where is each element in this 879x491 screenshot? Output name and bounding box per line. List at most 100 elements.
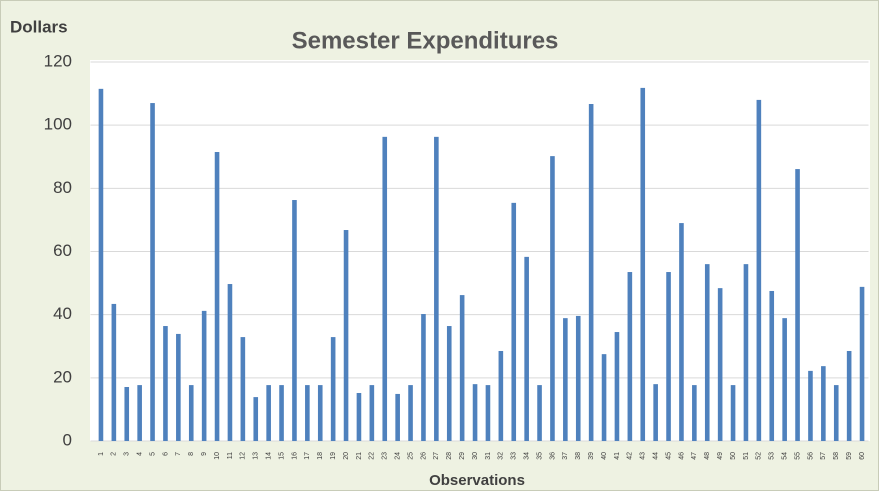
x-tick-label: 51: [743, 452, 750, 460]
bar: [653, 384, 658, 441]
x-tick-label: 6: [162, 452, 169, 456]
x-tick-label: 39: [588, 452, 595, 460]
x-tick-label: 20: [343, 452, 350, 460]
x-tick-label: 7: [175, 452, 182, 456]
bar: [395, 393, 400, 441]
bar: [98, 88, 104, 442]
bar: [537, 385, 542, 441]
bar: [743, 264, 749, 441]
x-tick-label: 42: [627, 452, 634, 460]
bar: [808, 370, 813, 441]
x-tick-label: 26: [420, 452, 427, 460]
bar: [640, 87, 646, 442]
bar: [150, 103, 155, 441]
x-tick-label: 37: [562, 452, 569, 460]
bar: [188, 385, 194, 441]
x-tick-label: 48: [704, 452, 711, 460]
x-tick-label: 54: [781, 452, 788, 460]
bar: [498, 350, 504, 441]
x-tick-label: 23: [382, 452, 389, 460]
x-tick-label: 36: [549, 452, 556, 460]
bar: [846, 350, 852, 441]
x-tick-label: 16: [291, 452, 298, 460]
bar: [782, 318, 787, 441]
x-tick-label: 19: [330, 452, 337, 460]
y-tick-label: 80: [53, 178, 72, 197]
y-tick-label: 20: [53, 367, 72, 386]
bar: [421, 314, 426, 441]
x-tick-label: 33: [511, 452, 518, 460]
x-tick-label: 49: [717, 452, 724, 460]
bar: [111, 303, 117, 441]
bar: [408, 385, 413, 441]
x-tick-label: 1: [98, 452, 105, 456]
bar: [356, 392, 362, 441]
bar: [459, 295, 465, 441]
x-tick-label: 43: [640, 452, 647, 460]
y-tick-label: 40: [53, 304, 72, 323]
bar: [627, 272, 633, 441]
bar: [292, 200, 297, 441]
bar: [137, 385, 142, 441]
bar: [859, 286, 865, 441]
bar: [550, 156, 555, 441]
bar: [511, 202, 517, 441]
x-tick-label: 31: [485, 452, 492, 460]
bar: [679, 223, 684, 441]
bar: [176, 333, 181, 441]
x-tick-label: 24: [394, 452, 401, 460]
bar: [343, 230, 349, 441]
x-tick-label: 40: [601, 452, 608, 460]
x-tick-label: 5: [149, 452, 156, 456]
bar: [601, 354, 607, 441]
bar: [163, 326, 168, 441]
bar: [317, 385, 323, 441]
bar: [472, 384, 478, 441]
x-tick-label: 34: [523, 452, 530, 460]
bar: [124, 386, 130, 441]
x-tick-label: 15: [278, 452, 285, 460]
x-axis-label: Observations: [429, 472, 525, 489]
bar: [563, 318, 568, 441]
x-tick-label: 32: [498, 452, 505, 460]
bar: [240, 337, 246, 441]
bar: [446, 326, 452, 441]
x-tick-label: 30: [472, 452, 479, 460]
x-tick-label: 50: [730, 452, 737, 460]
x-tick-label: 57: [820, 452, 827, 460]
x-tick-label: 59: [846, 452, 853, 460]
bar: [279, 385, 284, 441]
bar: [575, 315, 581, 441]
bar: [795, 169, 800, 441]
x-tick-label: 2: [111, 452, 118, 456]
x-tick-label: 8: [188, 452, 195, 456]
x-tick-label: 17: [304, 452, 311, 460]
x-tick-label: 14: [265, 452, 272, 460]
x-tick-label: 10: [214, 452, 221, 460]
x-tick-label: 4: [136, 452, 143, 456]
x-tick-label: 11: [227, 452, 234, 459]
bar: [382, 136, 388, 442]
bar: [524, 256, 529, 441]
x-tick-label: 38: [575, 452, 582, 460]
bar: [588, 104, 594, 442]
y-tick-label: 60: [53, 241, 72, 260]
bar: [201, 310, 207, 441]
x-tick-label: 44: [652, 452, 659, 460]
bar: [485, 385, 491, 441]
x-tick-label: 45: [665, 452, 672, 460]
x-tick-label: 58: [833, 452, 840, 460]
plot-area: [90, 60, 870, 441]
x-tick-label: 13: [253, 452, 260, 460]
chart-title: Semester Expenditures: [292, 27, 559, 54]
y-tick-label: 100: [44, 115, 72, 134]
bar: [821, 366, 826, 441]
bar: [769, 290, 775, 441]
x-tick-label: 25: [407, 452, 414, 460]
y-tick-label: 120: [44, 51, 72, 70]
bar: [253, 397, 259, 441]
x-tick-label: 46: [678, 452, 685, 460]
x-tick-label: 56: [807, 452, 814, 460]
y-axis-label: Dollars: [10, 17, 68, 36]
bar: [369, 385, 375, 441]
